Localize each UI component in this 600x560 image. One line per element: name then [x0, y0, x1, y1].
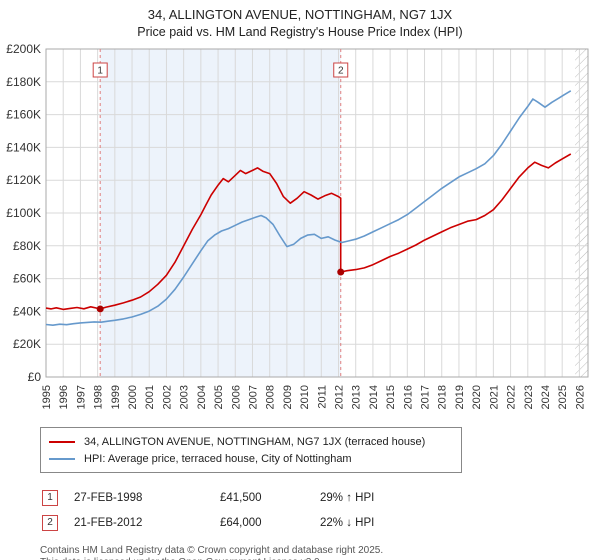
sale-2-hpi-delta: 22% ↓ HPI — [320, 516, 375, 529]
sale-1-price: £41,500 — [220, 491, 262, 504]
x-axis-label: 1995 — [41, 385, 53, 409]
x-axis-label: 2019 — [454, 385, 466, 409]
x-axis-label: 2006 — [230, 385, 242, 409]
x-axis-label: 1998 — [93, 385, 105, 409]
x-axis-label: 2013 — [351, 385, 363, 409]
x-axis-label: 1997 — [75, 385, 87, 409]
transactions-list: 1 27-FEB-1998 £41,500 29% ↑ HPI 2 21-FEB… — [42, 485, 600, 535]
sale-2-marker-dot — [337, 268, 345, 276]
sale-1-date: 27-FEB-1998 — [74, 491, 143, 504]
svg-text:2: 2 — [338, 66, 344, 77]
property-price-line — [45, 153, 572, 311]
y-axis-label: £160K — [6, 108, 41, 122]
x-axis-label: 2005 — [213, 385, 225, 409]
legend-label-hpi: HPI: Average price, terraced house, City… — [84, 452, 352, 465]
svg-text:1: 1 — [97, 66, 103, 77]
page-title: 34, ALLINGTON AVENUE, NOTTINGHAM, NG7 1J… — [147, 7, 453, 22]
y-axis-label: £120K — [6, 173, 41, 187]
x-axis-label: 2014 — [368, 385, 380, 409]
x-axis-label: 1996 — [58, 385, 70, 409]
license-line-1: Contains HM Land Registry data © Crown c… — [40, 545, 384, 556]
hpi-line — [45, 90, 572, 327]
x-axis-label: 2021 — [488, 385, 500, 409]
x-axis-label: 2026 — [574, 385, 586, 409]
sale-2-number-badge: 2 — [42, 514, 58, 531]
sale-2-marker-box — [333, 62, 349, 78]
sale-1-marker-dot — [96, 305, 104, 313]
legend-item-property: 34, ALLINGTON AVENUE, NOTTINGHAM, NG7 1J… — [49, 433, 453, 450]
page-subtitle: Price paid vs. HM Land Registry's House … — [137, 25, 463, 39]
x-axis-label: 2002 — [161, 385, 173, 409]
x-axis-label: 2025 — [557, 385, 569, 409]
x-axis-label: 2010 — [299, 385, 311, 409]
x-axis-label: 2023 — [523, 385, 535, 409]
sale-2-date: 21-FEB-2012 — [74, 516, 143, 529]
y-axis-label: £20K — [13, 337, 41, 351]
x-axis-label: 2004 — [196, 385, 208, 409]
x-axis-label: 2008 — [265, 385, 277, 409]
legend-item-hpi: HPI: Average price, terraced house, City… — [49, 450, 453, 467]
y-axis-label: £40K — [13, 304, 41, 318]
y-axis-label: £180K — [6, 75, 41, 89]
x-axis-label: 2017 — [420, 385, 432, 409]
x-axis-label: 2024 — [540, 385, 552, 409]
y-axis-label: £80K — [13, 239, 41, 253]
x-axis-label: 1999 — [110, 385, 122, 409]
property-line-swatch — [49, 440, 75, 443]
x-axis-label: 2000 — [127, 385, 139, 409]
y-axis-label: £140K — [6, 140, 41, 154]
transaction-row-2: 2 21-FEB-2012 £64,000 22% ↓ HPI — [42, 510, 600, 535]
x-axis-label: 2018 — [437, 385, 449, 409]
x-axis-label: 2009 — [282, 385, 294, 409]
x-axis-label: 2015 — [385, 385, 397, 409]
x-axis-label: 2012 — [334, 385, 346, 409]
license-line-2: This data is licensed under the Open Gov… — [40, 557, 600, 560]
x-axis-label: 2020 — [471, 385, 483, 409]
sale-1-hpi-delta: 29% ↑ HPI — [320, 491, 375, 504]
license-note: Contains HM Land Registry data © Crown c… — [40, 545, 600, 560]
y-axis-label: £60K — [13, 272, 41, 286]
y-axis-label: £200K — [6, 42, 41, 56]
hpi-line-swatch — [49, 457, 75, 460]
y-axis-label: £0 — [28, 370, 42, 384]
x-axis-label: 2003 — [179, 385, 191, 409]
transaction-row-1: 1 27-FEB-1998 £41,500 29% ↑ HPI — [42, 485, 600, 510]
sale-1-number-badge: 1 — [42, 489, 58, 506]
x-axis-label: 2001 — [144, 385, 156, 409]
sale-2-price: £64,000 — [220, 516, 262, 529]
x-axis-label: 2007 — [247, 385, 259, 409]
price-history-chart: 1995 1996 1997 1998 1999 2000 2001 2002 2003 2004… — [6, 42, 589, 409]
x-axis-label: 2022 — [506, 385, 518, 409]
legend: 34, ALLINGTON AVENUE, NOTTINGHAM, NG7 1J… — [40, 427, 462, 473]
x-axis-label: 2011 — [316, 385, 328, 409]
y-axis-label: £100K — [6, 206, 41, 220]
x-axis-label: 2016 — [402, 385, 414, 409]
legend-label-property: 34, ALLINGTON AVENUE, NOTTINGHAM, NG7 1J… — [84, 435, 426, 448]
sale-1-marker-box — [92, 62, 108, 78]
